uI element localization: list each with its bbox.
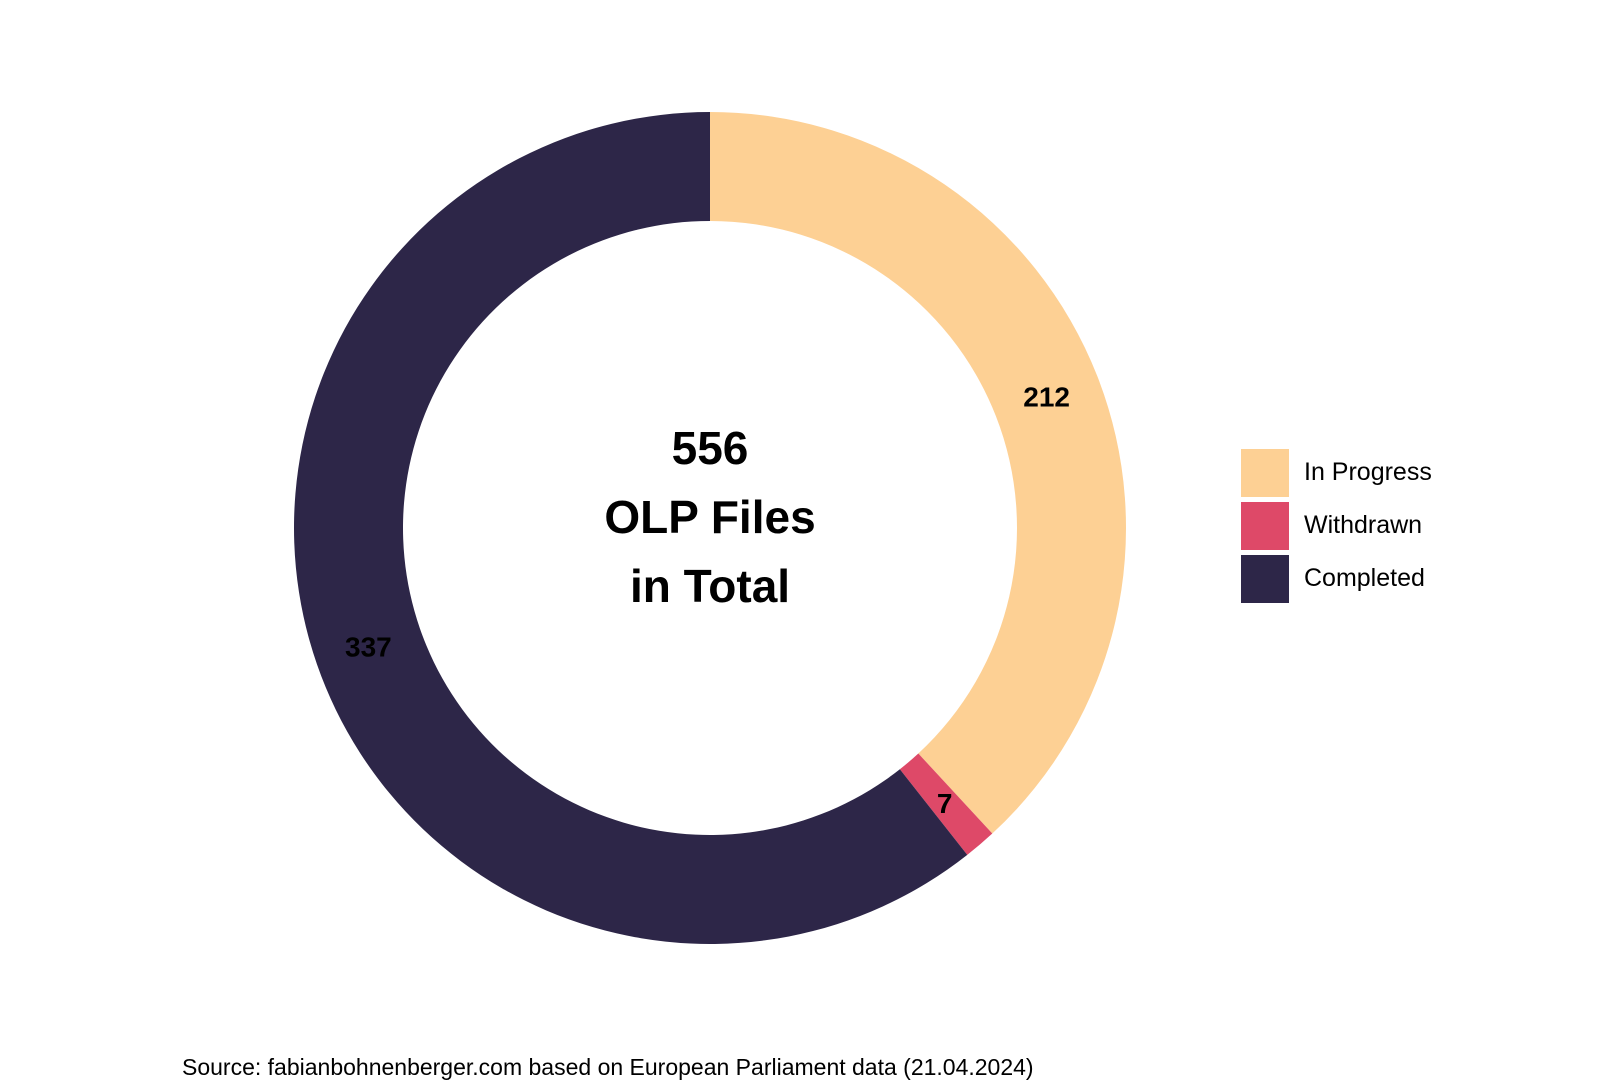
center-label-line-2: OLP Files xyxy=(604,491,815,543)
legend-item-in-progress: In Progress xyxy=(1240,446,1432,499)
source-caption: Source: fabianbohnenberger.com based on … xyxy=(182,1054,1034,1080)
value-label-completed: 337 xyxy=(345,631,392,662)
legend-swatch-completed xyxy=(1240,553,1290,604)
legend-item-completed: Completed xyxy=(1240,552,1432,605)
donut-slices xyxy=(294,112,1127,944)
legend-item-withdrawn: Withdrawn xyxy=(1240,499,1432,552)
legend-label-completed: Completed xyxy=(1304,564,1425,592)
center-label-line-1: 556 xyxy=(672,422,749,474)
legend-label-withdrawn: Withdrawn xyxy=(1304,511,1423,539)
value-label-withdrawn: 7 xyxy=(937,788,953,819)
slice-withdrawn xyxy=(899,753,993,855)
slice-labels: 212 7 337 xyxy=(345,381,1070,819)
value-label-in-progress: 212 xyxy=(1023,381,1070,412)
slice-in-progress xyxy=(710,112,1127,834)
slice-completed xyxy=(294,112,968,944)
legend-swatch-withdrawn xyxy=(1240,500,1290,551)
legend-label-in-progress: In Progress xyxy=(1304,458,1432,486)
center-label-line-3: in Total xyxy=(630,560,790,612)
legend-swatch-in-progress xyxy=(1240,447,1290,498)
legend: In Progress Withdrawn Completed xyxy=(1240,446,1432,605)
